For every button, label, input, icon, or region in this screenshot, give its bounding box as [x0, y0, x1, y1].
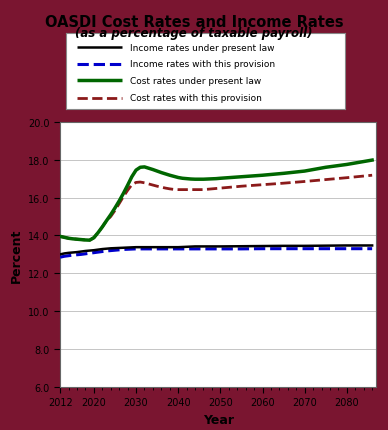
Text: Income rates under present law: Income rates under present law: [130, 43, 275, 52]
Text: Cost rates under present law: Cost rates under present law: [130, 77, 262, 86]
Text: Cost rates with this provision: Cost rates with this provision: [130, 94, 262, 103]
Text: Income rates with this provision: Income rates with this provision: [130, 60, 275, 69]
Text: (as a percentage of taxable payroll): (as a percentage of taxable payroll): [75, 27, 313, 40]
Text: OASDI Cost Rates and Income Rates: OASDI Cost Rates and Income Rates: [45, 15, 343, 30]
X-axis label: Year: Year: [203, 413, 234, 426]
Y-axis label: Percent: Percent: [10, 227, 23, 282]
